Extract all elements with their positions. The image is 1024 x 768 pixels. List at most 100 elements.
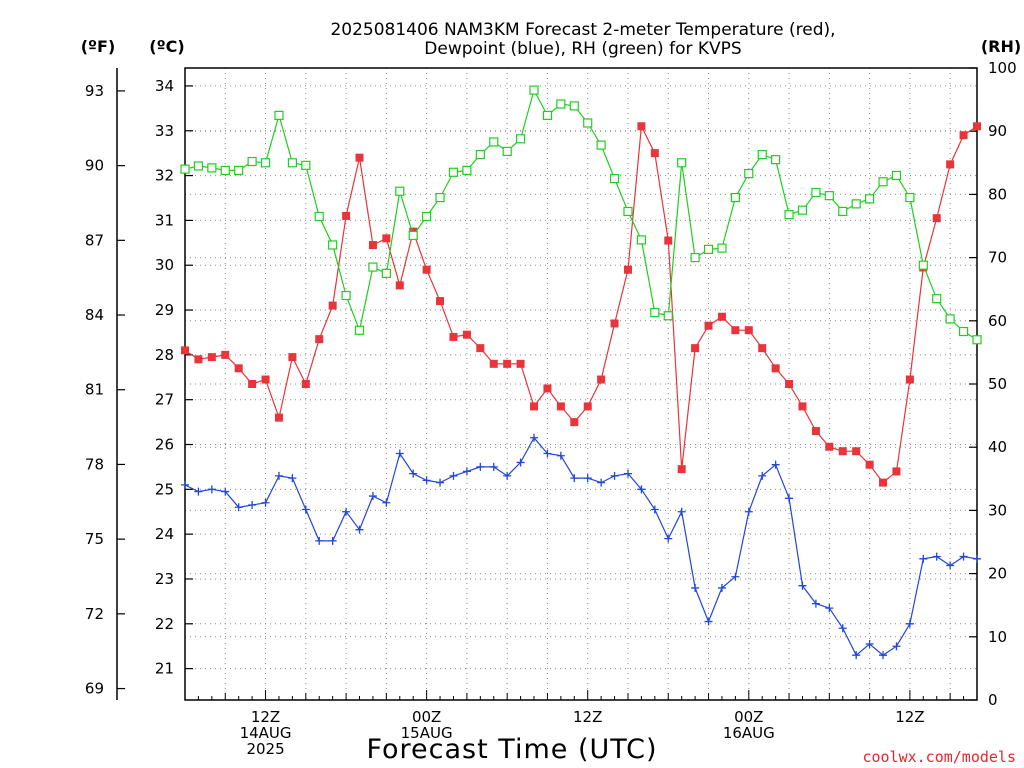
data-point-temperature	[382, 234, 391, 243]
data-point-temperature	[932, 214, 941, 223]
data-point-temperature	[476, 344, 485, 353]
data-point-dewpoint	[623, 469, 632, 478]
celsius-unit-label: (ºC)	[149, 37, 184, 56]
data-point-rh	[865, 194, 875, 204]
fahrenheit-tick-label: 69	[85, 680, 104, 698]
data-point-rh	[851, 199, 861, 209]
data-point-temperature	[744, 326, 753, 335]
data-point-dewpoint	[395, 449, 404, 458]
title-line-2: Dewpoint (blue), RH (green) for KVPS	[424, 39, 741, 59]
data-point-rh	[502, 146, 512, 157]
data-point-rh	[422, 211, 432, 222]
data-point-dewpoint	[368, 492, 377, 501]
data-point-rh	[838, 206, 848, 217]
data-point-dewpoint	[436, 478, 445, 487]
data-point-dewpoint	[489, 462, 498, 471]
series-temperature	[181, 122, 981, 487]
data-point-dewpoint	[610, 471, 619, 480]
time-tick-label: 00Z	[734, 708, 763, 726]
data-point-dewpoint	[717, 583, 726, 592]
data-point-dewpoint	[194, 487, 203, 496]
fahrenheit-tick-label: 72	[85, 605, 104, 623]
data-point-dewpoint	[650, 505, 659, 514]
data-point-dewpoint	[449, 471, 458, 480]
data-point-rh	[354, 325, 365, 335]
data-point-rh	[301, 160, 311, 170]
data-point-temperature	[556, 402, 565, 411]
data-point-temperature	[677, 465, 686, 474]
data-point-temperature	[717, 312, 726, 321]
data-point-dewpoint	[543, 449, 552, 458]
data-point-temperature	[838, 447, 847, 456]
time-tick-label: 2025	[246, 740, 284, 758]
data-point-rh	[677, 158, 687, 168]
data-point-rh	[717, 243, 727, 253]
data-point-dewpoint	[892, 642, 901, 651]
celsius-tick-label: 23	[155, 570, 174, 588]
data-point-dewpoint	[476, 462, 485, 471]
credit-text: coolwx.com/models	[862, 748, 1016, 766]
data-point-temperature	[462, 330, 471, 339]
data-point-dewpoint	[530, 433, 539, 442]
celsius-tick-label: 26	[155, 436, 174, 454]
data-point-rh	[542, 110, 553, 121]
data-point-temperature	[261, 375, 270, 384]
data-point-temperature	[395, 281, 404, 290]
data-point-temperature	[704, 321, 713, 330]
data-point-rh	[757, 149, 767, 160]
data-point-dewpoint	[798, 581, 807, 590]
data-point-dewpoint	[771, 460, 780, 469]
data-point-dewpoint	[811, 599, 820, 608]
celsius-tick-label: 31	[155, 211, 174, 229]
celsius-tick-label: 21	[155, 660, 174, 678]
data-point-dewpoint	[852, 651, 861, 660]
fahrenheit-tick-label: 93	[85, 82, 104, 100]
celsius-tick-label: 33	[155, 122, 174, 140]
data-point-rh	[475, 149, 485, 160]
data-point-temperature	[221, 350, 230, 359]
data-point-rh	[905, 192, 915, 203]
data-point-temperature	[449, 332, 458, 341]
data-point-dewpoint	[328, 536, 337, 545]
data-point-temperature	[973, 122, 981, 131]
data-point-temperature	[879, 478, 888, 487]
data-point-dewpoint	[288, 474, 297, 483]
data-point-rh	[650, 307, 660, 318]
data-point-temperature	[946, 160, 955, 169]
series-line-dewpoint	[184, 436, 978, 657]
data-point-dewpoint	[248, 501, 257, 510]
data-point-dewpoint	[409, 469, 418, 478]
data-point-dewpoint	[355, 525, 364, 534]
data-point-dewpoint	[503, 471, 512, 480]
data-point-temperature	[301, 380, 310, 388]
rh-tick-label: 60	[988, 312, 1007, 330]
fahrenheit-tick-label: 87	[85, 231, 104, 249]
time-tick-label: 16AUG	[723, 724, 775, 742]
rh-tick-label: 20	[988, 565, 1007, 583]
chart-title: 2025081406 NAM3KM Forecast 2-meter Tempe…	[330, 20, 835, 59]
data-point-dewpoint	[181, 480, 189, 489]
data-point-dewpoint	[583, 474, 592, 483]
rh-tick-label: 50	[988, 375, 1007, 393]
fahrenheit-tick-label: 78	[85, 455, 104, 473]
data-point-dewpoint	[704, 617, 713, 626]
data-point-temperature	[865, 460, 874, 469]
data-point-rh	[824, 191, 834, 201]
data-point-dewpoint	[905, 619, 914, 628]
celsius-tick-label: 25	[155, 480, 174, 498]
data-point-temperature	[905, 375, 914, 384]
data-point-dewpoint	[664, 534, 673, 543]
data-point-dewpoint	[865, 639, 874, 648]
rh-tick-label: 90	[988, 122, 1007, 140]
data-point-temperature	[274, 413, 283, 422]
data-point-dewpoint	[422, 476, 431, 485]
time-tick-label: 12Z	[573, 708, 602, 726]
data-point-rh	[328, 240, 338, 250]
data-point-rh	[180, 164, 190, 174]
data-point-rh	[958, 326, 969, 337]
data-point-temperature	[798, 402, 807, 411]
data-point-rh	[918, 260, 928, 270]
data-point-rh	[891, 170, 902, 181]
data-point-rh	[744, 168, 754, 179]
data-point-rh	[703, 244, 714, 254]
